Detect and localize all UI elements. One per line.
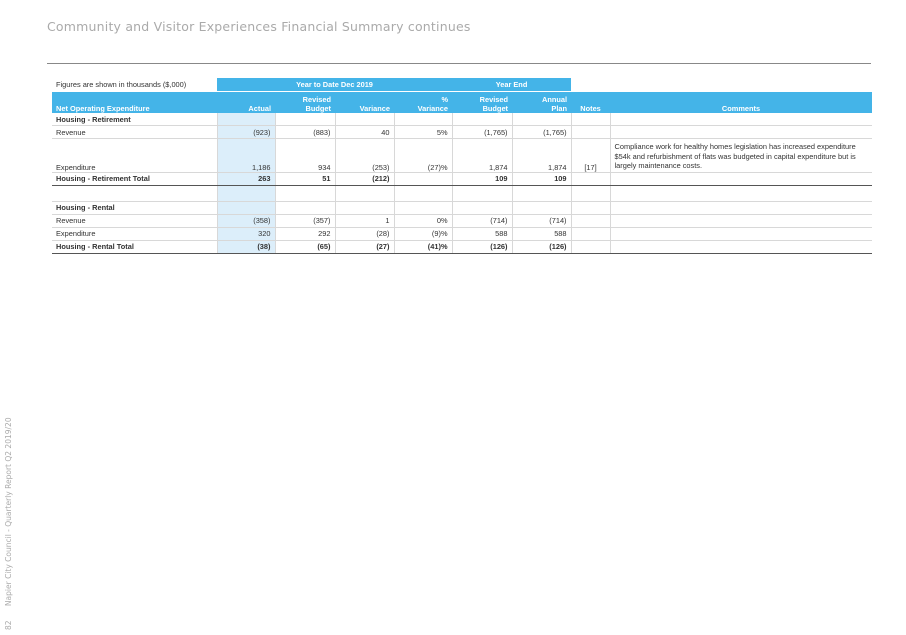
cell-notes [570, 227, 611, 241]
cell-revised-budget: 51 [274, 172, 335, 186]
cell-comment: Compliance work for healthy homes legisl… [609, 138, 873, 173]
cell-actual: 320 [216, 227, 275, 241]
cell-annual-plan: 1,874 [511, 138, 572, 173]
cell-variance: (27) [334, 240, 394, 254]
cell-actual: (923) [216, 125, 275, 139]
row-label: Revenue [52, 125, 217, 139]
cell-ye-revised-budget: 109 [451, 172, 513, 186]
col-ye-revised-budget: Revised Budget [452, 91, 513, 113]
section-header-row: Housing - Rental [52, 201, 873, 215]
cell-ye-revised-budget: (714) [451, 214, 513, 228]
cell-variance: (28) [334, 227, 394, 241]
cell-comment [609, 227, 873, 241]
cell-annual-plan: 588 [511, 227, 572, 241]
cell-revised-budget: (357) [274, 214, 335, 228]
cell-variance: 40 [334, 125, 394, 139]
row-label: Revenue [52, 214, 217, 228]
cell-notes [570, 125, 611, 139]
group-ytd: Year to Date Dec 2019 [217, 78, 453, 92]
table-row: Expenditure 1,186 934 (253) (27)% 1,874 … [52, 138, 873, 173]
cell-annual-plan: 109 [511, 172, 572, 186]
table-row: Expenditure 320 292 (28) (9)% 588 588 [52, 227, 873, 241]
title-divider [47, 63, 871, 64]
cell-variance: (212) [334, 172, 394, 186]
cell-ye-revised-budget: 588 [451, 227, 513, 241]
section-header-row: Housing - Retirement [52, 113, 873, 126]
table-row: Revenue (358) (357) 1 0% (714) (714) [52, 214, 873, 228]
cell-actual: 263 [216, 172, 275, 186]
cell-comment [609, 125, 873, 139]
cell-annual-plan: (1,765) [511, 125, 572, 139]
col-pct-variance: % Variance [394, 91, 453, 113]
cell-notes [570, 214, 611, 228]
cell-annual-plan: (126) [511, 240, 572, 254]
cell-actual: 1,186 [216, 138, 275, 173]
row-label: Expenditure [52, 138, 217, 173]
cell-pct-variance: 5% [393, 125, 453, 139]
section-title: Housing - Rental [52, 201, 217, 215]
cell-pct-variance [393, 172, 453, 186]
cell-ye-revised-budget: (1,765) [451, 125, 513, 139]
spacer-row [52, 185, 873, 202]
col-revised-budget: Revised Budget [275, 91, 335, 113]
cell-pct-variance: (9)% [393, 227, 453, 241]
section-title: Housing - Retirement [52, 113, 217, 126]
cell-variance: (253) [334, 138, 394, 173]
cell-annual-plan: (714) [511, 214, 572, 228]
total-row: Housing - Rental Total (38) (65) (27) (4… [52, 240, 873, 254]
page-number: 82 [4, 620, 13, 630]
cell-revised-budget: (883) [274, 125, 335, 139]
cell-variance: 1 [334, 214, 394, 228]
row-label: Expenditure [52, 227, 217, 241]
group-header-row: Figures are shown in thousands ($,000) Y… [52, 78, 872, 92]
cell-ye-revised-budget: (126) [451, 240, 513, 254]
cell-pct-variance: (41)% [393, 240, 453, 254]
col-actual: Actual [217, 91, 275, 113]
cell-revised-budget: (65) [274, 240, 335, 254]
group-year-end: Year End [452, 78, 572, 92]
cell-revised-budget: 292 [274, 227, 335, 241]
cell-actual: (38) [216, 240, 275, 254]
total-label: Housing - Rental Total [52, 240, 217, 254]
cell-pct-variance: 0% [393, 214, 453, 228]
total-row: Housing - Retirement Total 263 51 (212) … [52, 172, 873, 186]
table-row: Revenue (923) (883) 40 5% (1,765) (1,765… [52, 125, 873, 139]
column-header-row: Net Operating Expenditure Actual Revised… [52, 91, 873, 113]
col-net-operating-expenditure: Net Operating Expenditure [52, 91, 217, 113]
total-label: Housing - Retirement Total [52, 172, 217, 186]
financial-summary-table: Figures are shown in thousands ($,000) Y… [52, 78, 873, 254]
page-footer: 82 Napier City Council - Quarterly Repor… [4, 330, 14, 630]
col-annual-plan: Annual Plan [512, 91, 572, 113]
page-title: Community and Visitor Experiences Financ… [47, 19, 471, 34]
cell-comment [609, 214, 873, 228]
cell-notes: [17] [570, 138, 611, 173]
footer-text: Napier City Council - Quarterly Report Q… [4, 417, 13, 607]
col-variance: Variance [335, 91, 394, 113]
cell-pct-variance: (27)% [393, 138, 453, 173]
cell-actual: (358) [216, 214, 275, 228]
col-comments: Comments [610, 91, 873, 113]
cell-revised-budget: 934 [274, 138, 335, 173]
col-notes: Notes [571, 91, 611, 113]
cell-ye-revised-budget: 1,874 [451, 138, 513, 173]
units-caption: Figures are shown in thousands ($,000) [56, 80, 187, 90]
